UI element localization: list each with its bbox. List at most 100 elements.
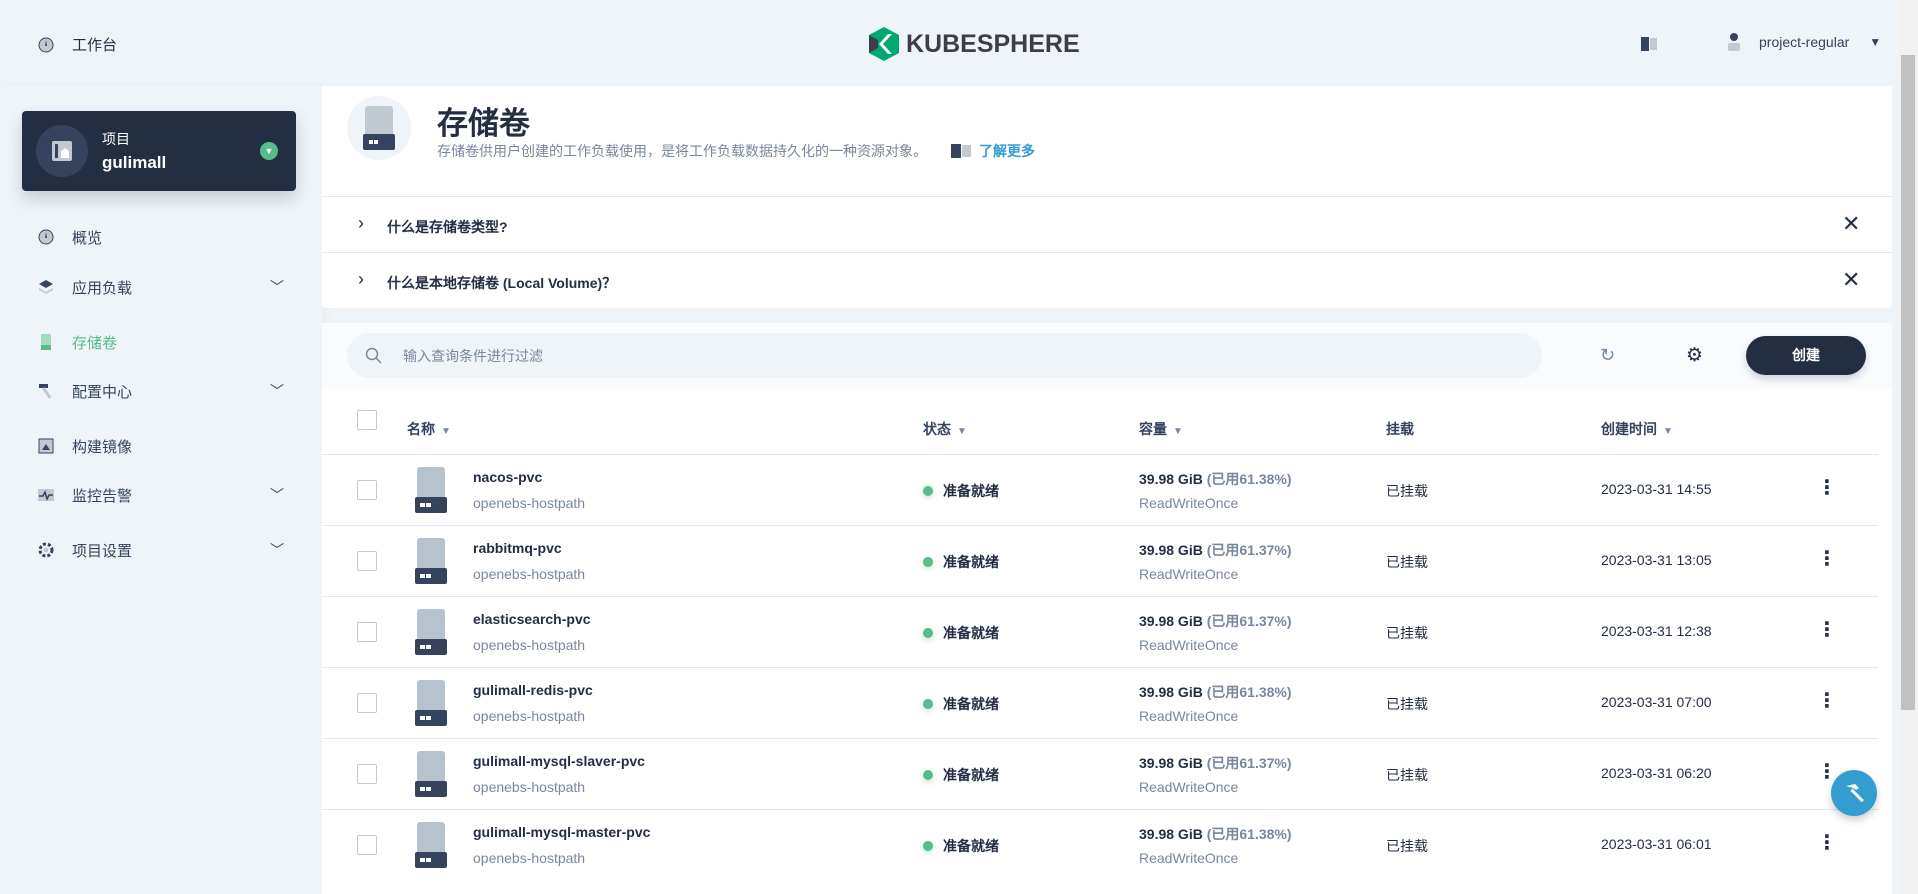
sidebar-item-label: 配置中心 xyxy=(72,383,133,401)
access-mode: ReadWriteOnce xyxy=(1139,779,1239,795)
storage-class: openebs-hostpath xyxy=(473,779,586,795)
status: 准备就绪 xyxy=(923,623,999,643)
description-text: 存储卷供用户创建的工作负载使用，是将工作负载数据持久化的一种资源对象。 xyxy=(437,143,927,159)
refresh-icon[interactable]: ↻ xyxy=(1600,345,1616,365)
monitor-icon xyxy=(38,489,54,502)
sidebar-item-label: 概览 xyxy=(72,229,103,247)
status: 准备就绪 xyxy=(923,481,999,501)
gear-icon[interactable]: ⚙ xyxy=(1686,345,1704,366)
learn-more-label: 了解更多 xyxy=(979,143,1035,159)
user-icon xyxy=(1728,33,1740,51)
documentation-icon[interactable] xyxy=(1641,37,1657,51)
user-menu[interactable]: project-regular ▼ xyxy=(1727,33,1881,51)
table-row: nacos-pvc openebs-hostpath 准备就绪 39.98 Gi… xyxy=(322,454,1878,525)
capacity: 39.98 GiB (已用61.38%) xyxy=(1139,469,1292,489)
project-selector[interactable]: 项目 gulimall ▼ xyxy=(22,111,296,191)
volume-icon xyxy=(415,538,447,584)
status-label: 准备就绪 xyxy=(943,767,999,783)
header-label: 状态 xyxy=(923,421,951,437)
volume-icon xyxy=(415,467,447,513)
sort-caret-icon: ▼ xyxy=(1173,426,1183,437)
capacity: 39.98 GiB (已用61.38%) xyxy=(1139,682,1292,702)
sidebar-item-configuration[interactable]: 配置中心 ﹀ xyxy=(38,376,284,406)
more-actions-icon[interactable]: ⋮ xyxy=(1817,832,1837,854)
access-mode: ReadWriteOnce xyxy=(1139,566,1239,582)
create-button[interactable]: 创建 xyxy=(1746,336,1866,375)
row-checkbox[interactable] xyxy=(357,551,377,571)
chevron-right-icon: › xyxy=(358,269,364,289)
column-header-status[interactable]: 状态 ▼ xyxy=(923,419,967,439)
column-header-capacity[interactable]: 容量 ▼ xyxy=(1139,419,1183,439)
storage-class: openebs-hostpath xyxy=(473,850,586,866)
learn-more-link[interactable]: 了解更多 xyxy=(951,141,1035,161)
header-label: 创建时间 xyxy=(1601,421,1657,437)
close-icon[interactable]: ✕ xyxy=(1842,267,1861,292)
sidebar-item-project-settings[interactable]: 项目设置 ﹀ xyxy=(38,535,284,565)
capacity-value: 39.98 GiB xyxy=(1139,542,1203,558)
row-checkbox[interactable] xyxy=(357,480,377,500)
volume-name-link[interactable]: gulimall-redis-pvc xyxy=(473,682,593,698)
more-actions-icon[interactable]: ⋮ xyxy=(1817,548,1837,570)
logo[interactable]: KUBESPHERE xyxy=(868,27,1080,61)
chevron-down-icon: ﹀ xyxy=(270,279,284,295)
sidebar-item-volumes[interactable]: 存储卷 xyxy=(38,327,284,357)
status-label: 准备就绪 xyxy=(943,838,999,854)
workbench-link[interactable]: 工作台 xyxy=(38,34,117,55)
volume-name-link[interactable]: rabbitmq-pvc xyxy=(473,540,562,556)
chevron-down-icon: ﹀ xyxy=(270,487,284,503)
mount-status: 已挂载 xyxy=(1386,554,1428,570)
tip-storage-types[interactable]: › 什么是存储卷类型? ✕ xyxy=(322,196,1892,252)
status: 准备就绪 xyxy=(923,836,999,856)
close-icon[interactable]: ✕ xyxy=(1842,211,1861,236)
top-bar: 工作台 KUBESPHERE project-regular ▼ xyxy=(0,0,1898,86)
column-header-created[interactable]: 创建时间 ▼ xyxy=(1601,419,1673,439)
capacity-used: (已用61.38%) xyxy=(1206,471,1292,487)
created-time: 2023-03-31 07:00 xyxy=(1601,694,1712,710)
status-label: 准备就绪 xyxy=(943,554,999,570)
tip-local-volume[interactable]: › 什么是本地存储卷 (Local Volume)？ ✕ xyxy=(322,252,1892,308)
more-actions-icon[interactable]: ⋮ xyxy=(1817,619,1837,641)
created-time: 2023-03-31 14:55 xyxy=(1601,481,1712,497)
page-description: 存储卷供用户创建的工作负载使用，是将工作负载数据持久化的一种资源对象。 了解更多 xyxy=(437,141,1035,161)
scrollbar-thumb[interactable] xyxy=(1901,55,1915,710)
tip-label: 什么是存储卷类型? xyxy=(387,219,508,235)
volume-name-link[interactable]: gulimall-mysql-master-pvc xyxy=(473,824,651,840)
volume-name-link[interactable]: gulimall-mysql-slaver-pvc xyxy=(473,753,645,769)
sidebar-item-label: 监控告警 xyxy=(72,487,133,505)
column-header-name[interactable]: 名称 ▼ xyxy=(407,419,451,439)
sidebar-item-overview[interactable]: 概览 xyxy=(38,222,284,252)
intro-panel: 存储卷 存储卷供用户创建的工作负载使用，是将工作负载数据持久化的一种资源对象。 … xyxy=(322,86,1892,308)
toolbox-button[interactable] xyxy=(1831,770,1877,816)
sidebar-item-monitoring[interactable]: 监控告警 ﹀ xyxy=(38,480,284,510)
more-actions-icon[interactable]: ⋮ xyxy=(1817,761,1837,783)
search-placeholder: 输入查询条件进行过滤 xyxy=(403,347,543,364)
sidebar-item-image-builder[interactable]: 构建镜像 xyxy=(38,431,284,461)
created-time: 2023-03-31 06:20 xyxy=(1601,765,1712,781)
capacity-used: (已用61.37%) xyxy=(1206,613,1292,629)
more-actions-icon[interactable]: ⋮ xyxy=(1817,477,1837,499)
scrollbar[interactable] xyxy=(1898,0,1918,894)
row-checkbox[interactable] xyxy=(357,622,377,642)
select-all-checkbox[interactable] xyxy=(357,410,377,430)
sidebar-item-app-workloads[interactable]: 应用负载 ﹀ xyxy=(38,272,284,302)
capacity-value: 39.98 GiB xyxy=(1139,684,1203,700)
chevron-down-icon: ﹀ xyxy=(270,383,284,399)
volume-name-link[interactable]: nacos-pvc xyxy=(473,469,543,485)
search-input[interactable]: 输入查询条件进行过滤 xyxy=(347,333,1542,378)
volume-name-link[interactable]: elasticsearch-pvc xyxy=(473,611,591,627)
dropdown-icon: ▼ xyxy=(260,142,278,160)
volume-icon xyxy=(415,680,447,726)
status: 准备就绪 xyxy=(923,694,999,714)
table-row: gulimall-mysql-master-pvc openebs-hostpa… xyxy=(322,809,1878,880)
status-label: 准备就绪 xyxy=(943,483,999,499)
row-checkbox[interactable] xyxy=(357,764,377,784)
storage-class: openebs-hostpath xyxy=(473,495,586,511)
status-label: 准备就绪 xyxy=(943,625,999,641)
row-checkbox[interactable] xyxy=(357,835,377,855)
row-checkbox[interactable] xyxy=(357,693,377,713)
capacity-value: 39.98 GiB xyxy=(1139,613,1203,629)
page-title: 存储卷 xyxy=(437,106,530,141)
table-row: rabbitmq-pvc openebs-hostpath 准备就绪 39.98… xyxy=(322,525,1878,596)
mount-status: 已挂载 xyxy=(1386,625,1428,641)
more-actions-icon[interactable]: ⋮ xyxy=(1817,690,1837,712)
